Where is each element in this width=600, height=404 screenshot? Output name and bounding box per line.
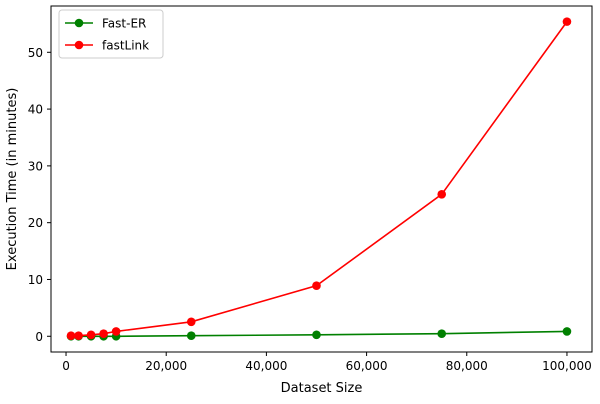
x-axis-label: Dataset Size — [281, 381, 363, 396]
plot-frame — [50, 5, 593, 353]
data-point-fastlink — [562, 17, 572, 26]
x-tick-label: 80,000 — [446, 359, 488, 373]
legend-marker-fast-er — [74, 18, 84, 28]
y-tick-label: 40 — [28, 103, 43, 117]
data-point-fast-er — [562, 327, 572, 336]
legend-marker-fastlink — [74, 40, 84, 50]
x-tick-label: 0 — [62, 359, 70, 373]
data-point-fastlink — [111, 327, 121, 336]
data-point-fastlink — [312, 281, 321, 291]
data-point-fastlink — [186, 317, 196, 327]
data-point-fastlink — [86, 330, 96, 340]
data-point-fastlink — [99, 329, 108, 339]
legend: Fast-ER fastLink — [58, 9, 164, 59]
y-tick-label: 0 — [35, 330, 43, 344]
x-tick-label: 60,000 — [346, 359, 388, 373]
y-tick-label: 30 — [28, 159, 43, 173]
data-point-fast-er — [186, 331, 196, 340]
data-point-fast-er — [312, 330, 321, 340]
x-tick-label: 40,000 — [245, 359, 287, 373]
legend-box — [58, 9, 164, 59]
x-tick-label: 100,000 — [542, 359, 592, 373]
y-axis-label: Execution Time (in minutes) — [5, 88, 20, 271]
data-point-fast-er — [437, 329, 447, 339]
data-point-fastlink — [437, 189, 447, 199]
legend-label-fast-er: Fast-ER — [102, 17, 146, 31]
axes-group: 0 20,000 40,000 60,000 80,000 100,000 0 10 20 30 4… — [28, 5, 593, 373]
legend-label-fastlink: fastLink — [102, 39, 149, 53]
data-point-fastlink — [66, 331, 76, 340]
y-tick-label: 50 — [28, 46, 43, 60]
x-tick-label: 20,000 — [145, 359, 187, 373]
y-tick-label: 10 — [28, 273, 43, 287]
data-point-fastlink — [74, 331, 83, 340]
series-group — [66, 17, 572, 341]
y-tick-label: 20 — [28, 216, 43, 230]
